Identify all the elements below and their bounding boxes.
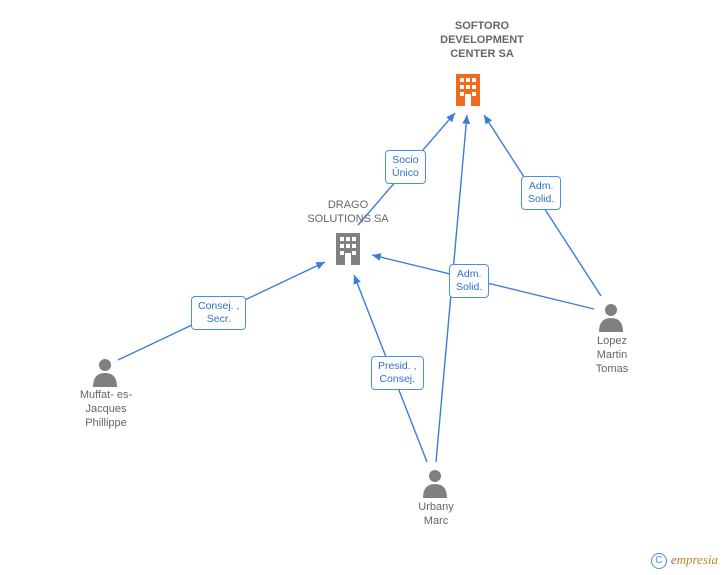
edge-label-lopez-drago: Adm. Solid. [449,264,489,298]
node-label-softoro: SOFTORO DEVELOPMENT CENTER SA [433,20,531,61]
footer-attribution: Cempresia [651,552,718,569]
node-label-urbany: Urbany Marc [404,501,468,529]
person-icon [421,468,449,503]
edges-layer [0,0,728,575]
node-label-lopez: Lopez Martin Tomas [582,335,642,376]
person-icon [91,357,119,392]
node-label-muffat: Muffat- es- Jacques Phillippe [67,389,145,430]
copyright-icon: C [651,553,667,569]
edge-label-urbany-drago: Presid. , Consej. [371,356,424,390]
person-icon [597,302,625,337]
node-label-drago: DRAGO SOLUTIONS SA [293,199,403,227]
edge-label-lopez-softoro: Adm. Solid. [521,176,561,210]
edge-label-drago-softoro: Socio Único [385,150,426,184]
building-icon [332,231,364,272]
building-icon [452,72,484,113]
edge-label-muffat-drago: Consej. , Secr. [191,296,246,330]
